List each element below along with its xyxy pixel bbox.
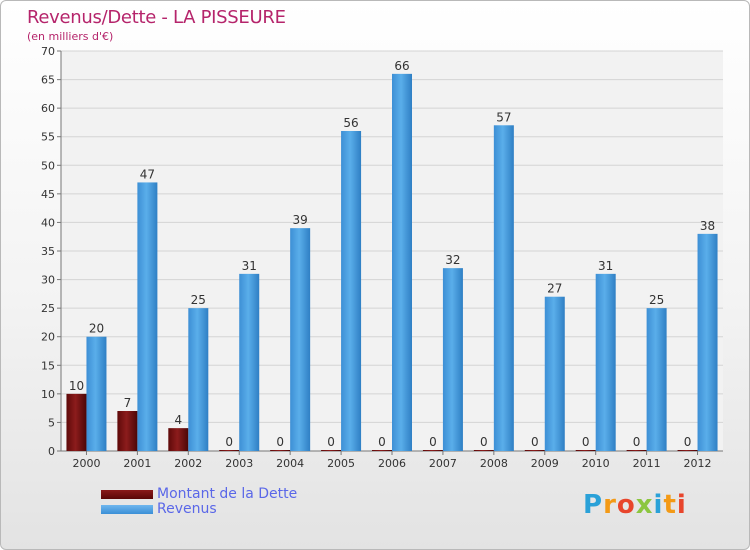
bar-revenus	[341, 131, 362, 451]
x-tick-label: 2005	[327, 457, 355, 470]
y-tick-label: 35	[41, 245, 55, 258]
legend-item-revenus: Revenus	[101, 502, 297, 517]
data-label-dette: 0	[429, 435, 437, 449]
chart-subtitle: (en milliers d'€)	[27, 30, 114, 43]
y-tick-label: 15	[41, 359, 55, 372]
bar-revenus	[697, 233, 718, 451]
x-tick-label: 2007	[429, 457, 457, 470]
y-tick-label: 55	[41, 131, 55, 144]
bar-revenus	[188, 308, 209, 451]
bar-dette	[372, 450, 392, 451]
y-tick-label: 70	[41, 45, 55, 58]
y-tick-label: 30	[41, 274, 55, 287]
data-label-dette: 0	[582, 435, 590, 449]
bar-dette	[524, 450, 545, 451]
bar-revenus	[595, 273, 616, 451]
y-tick-label: 20	[41, 331, 55, 344]
bar-dette	[473, 450, 494, 451]
bar-dette	[168, 428, 189, 451]
bar-dette	[575, 450, 596, 451]
data-label-dette: 0	[225, 435, 233, 449]
x-tick-label: 2000	[72, 457, 100, 470]
bar-dette	[270, 450, 291, 451]
data-label-dette: 0	[531, 435, 539, 449]
data-label-dette: 0	[480, 435, 488, 449]
data-label-dette: 4	[174, 413, 182, 427]
x-tick-label: 2011	[633, 457, 661, 470]
bar-revenus	[544, 296, 565, 451]
legend-swatch-revenus	[101, 505, 153, 514]
y-tick-label: 65	[41, 74, 55, 87]
data-label-revenus: 56	[343, 116, 358, 130]
x-tick-label: 2010	[582, 457, 610, 470]
data-label-revenus: 25	[649, 293, 664, 307]
x-tick-label: 2009	[531, 457, 559, 470]
y-tick-label: 25	[41, 302, 55, 315]
data-label-revenus: 47	[140, 167, 155, 181]
legend-item-dette: Montant de la Dette	[101, 487, 297, 502]
chart-legend: Montant de la Dette Revenus	[101, 487, 297, 517]
data-label-dette: 0	[327, 435, 335, 449]
y-tick-label: 5	[48, 416, 55, 429]
bar-revenus	[493, 125, 514, 452]
chart-title: Revenus/Dette - LA PISSEURE	[27, 7, 286, 28]
bar-revenus	[392, 73, 412, 451]
data-label-revenus: 66	[394, 59, 409, 73]
data-label-dette: 10	[69, 379, 84, 393]
x-tick-label: 2001	[123, 457, 151, 470]
bar-revenus	[442, 268, 463, 451]
legend-swatch-dette	[101, 490, 153, 499]
bar-dette	[117, 411, 138, 451]
data-label-dette: 0	[378, 435, 386, 449]
data-label-revenus: 57	[496, 110, 511, 124]
x-tick-label: 2006	[378, 457, 406, 470]
bar-dette	[677, 450, 698, 451]
data-label-revenus: 39	[293, 213, 308, 227]
data-label-revenus: 27	[547, 282, 562, 296]
data-label-dette: 0	[633, 435, 641, 449]
bar-revenus	[86, 336, 107, 451]
bar-dette	[422, 450, 443, 451]
y-tick-label: 40	[41, 216, 55, 229]
bar-dette	[321, 450, 342, 451]
proxiti-logo: Proxiti	[583, 490, 687, 520]
x-tick-label: 2012	[684, 457, 712, 470]
legend-label-revenus: Revenus	[157, 501, 217, 517]
bar-revenus	[137, 182, 158, 451]
y-tick-label: 50	[41, 159, 55, 172]
x-tick-label: 2008	[480, 457, 508, 470]
data-label-revenus: 20	[89, 322, 104, 336]
data-label-revenus: 38	[700, 219, 715, 233]
bar-dette	[626, 450, 647, 451]
bar-dette	[66, 393, 87, 451]
legend-label-dette: Montant de la Dette	[157, 486, 298, 502]
data-label-revenus: 31	[242, 259, 257, 273]
y-tick-label: 45	[41, 188, 55, 201]
data-label-dette: 0	[684, 435, 692, 449]
y-tick-label: 10	[41, 388, 55, 401]
bar-revenus	[290, 228, 311, 451]
data-label-revenus: 31	[598, 259, 613, 273]
y-tick-label: 0	[48, 445, 55, 458]
data-label-revenus: 25	[191, 293, 206, 307]
bar-revenus	[239, 273, 260, 451]
x-tick-label: 2003	[225, 457, 253, 470]
data-label-dette: 7	[124, 396, 132, 410]
x-tick-label: 2002	[174, 457, 202, 470]
data-label-revenus: 32	[445, 253, 460, 267]
bar-revenus	[646, 308, 667, 451]
y-tick-label: 60	[41, 102, 55, 115]
data-label-dette: 0	[276, 435, 284, 449]
bar-dette	[219, 450, 240, 451]
x-tick-label: 2004	[276, 457, 304, 470]
